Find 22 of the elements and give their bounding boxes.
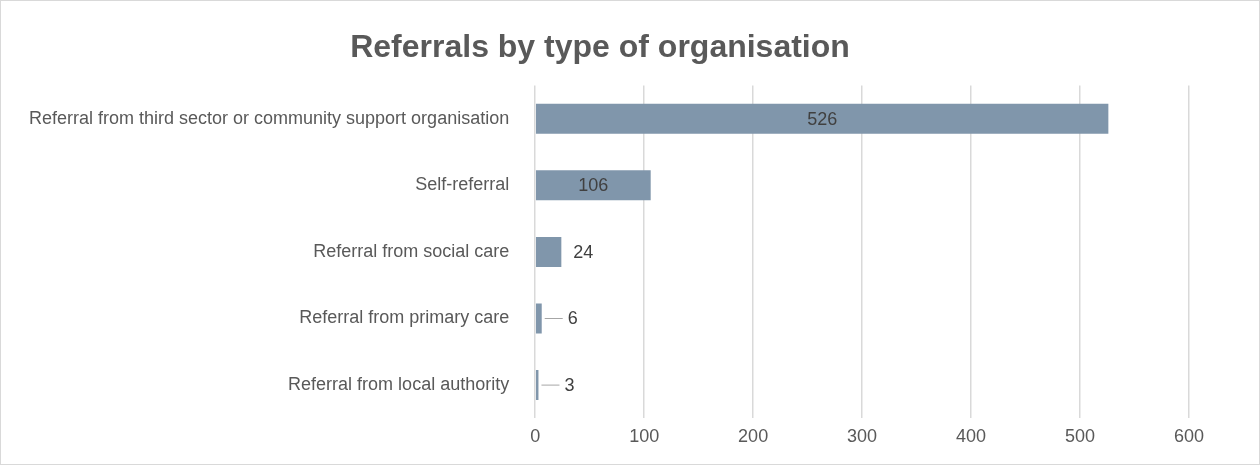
bar <box>535 303 542 334</box>
x-tick-label: 300 <box>847 426 878 447</box>
y-tick-label: Referral from third sector or community support organisation <box>28 107 510 128</box>
x-tick-label: 500 <box>1065 426 1096 447</box>
data-label: 526 <box>807 108 838 129</box>
x-tick-label: 200 <box>738 426 769 447</box>
y-tick-label: Referral from social care <box>313 240 510 261</box>
y-tick-label: Referral from local authority <box>288 374 510 395</box>
data-label: 106 <box>578 175 609 196</box>
chart-title: Referrals by type of organisation <box>350 28 850 65</box>
bar <box>535 103 1109 134</box>
bar <box>535 170 651 201</box>
y-tick-label: Referral from primary care <box>299 307 510 328</box>
data-label: 24 <box>573 241 594 262</box>
x-tick-label: 100 <box>629 426 660 447</box>
data-label: 6 <box>567 308 578 329</box>
x-tick-label: 0 <box>530 426 541 447</box>
data-label: 3 <box>564 375 575 396</box>
x-tick-label: 600 <box>1173 426 1205 447</box>
y-tick-label: Self-referral <box>415 174 510 195</box>
x-tick-label: 400 <box>956 426 987 447</box>
bar <box>535 236 562 267</box>
